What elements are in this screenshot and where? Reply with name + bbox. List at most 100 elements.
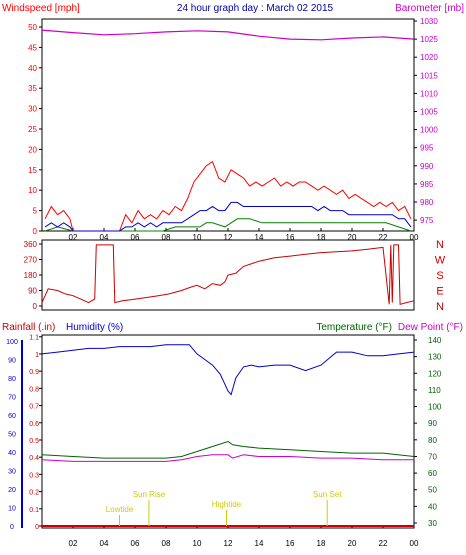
climate-xtick-label: 10 (193, 539, 202, 548)
humidity-axis-title: Humidity (%) (66, 322, 123, 333)
dewpoint-line (41, 454, 414, 462)
wind-panel-frame (41, 18, 415, 232)
rain-ytick-label: 0.8 (29, 386, 39, 393)
humidity-ytick-label: 40 (8, 450, 16, 457)
wind-xtick-label: 16 (286, 233, 295, 242)
temperature-axis-title: Temperature (°F) (316, 322, 392, 333)
direction-ytick-label: 270 (24, 256, 38, 265)
baro-axis-title: Barometer [mb] (395, 3, 464, 14)
climate-xtick-label: 18 (317, 539, 326, 548)
temp-ytick-label: 120 (428, 369, 442, 378)
wind-ytick-label: 20 (28, 145, 37, 154)
wind-xtick-label: 12 (224, 233, 233, 242)
wind-ytick-label: 35 (28, 84, 37, 93)
humidity-ytick-label: 30 (8, 469, 16, 476)
wind-ytick-label: 45 (28, 43, 37, 52)
baro-ytick-label: 995 (420, 144, 434, 153)
temp-ytick-label: 70 (428, 452, 437, 461)
rain-ytick-label: 0.9 (29, 369, 39, 376)
barometer-line (41, 29, 415, 41)
humidity-ytick-label: 50 (8, 432, 16, 439)
baro-ytick-label: 980 (420, 198, 434, 207)
climate-xtick-label: 14 (255, 539, 264, 548)
baro-ytick-label: 990 (420, 162, 434, 171)
wind-xtick-label: 02 (69, 233, 78, 242)
rain-ytick-label: 0.5 (29, 438, 39, 445)
wind-gust-line (44, 160, 412, 232)
baro-ytick-label: 985 (420, 180, 434, 189)
wind-ytick-label: 15 (28, 166, 37, 175)
rain-ytick-label: 0.1 (29, 507, 39, 514)
temp-ytick-label: 110 (428, 386, 441, 395)
temp-ytick-label: 100 (428, 403, 442, 412)
temp-ytick-label: 60 (428, 469, 437, 478)
wind-ytick-label: 40 (28, 64, 37, 73)
rain-ytick-label: 0 (35, 524, 39, 531)
wind-ytick-label: 10 (28, 186, 37, 195)
temp-ytick-label: 40 (428, 502, 437, 511)
temp-ytick-label: 80 (428, 436, 437, 445)
compass-label: E (436, 286, 443, 298)
humidity-line (41, 344, 415, 396)
wind-ytick-label: 30 (28, 105, 37, 114)
climate-xtick-label: 04 (100, 539, 109, 548)
baro-ytick-label: 1015 (420, 71, 438, 80)
humidity-ytick-label: 100 (6, 339, 18, 346)
humidity-ytick-label: 20 (8, 487, 16, 494)
humidity-ytick-label: 70 (8, 395, 16, 402)
climate-xtick-label: 22 (379, 539, 388, 548)
temp-ytick-label: 130 (428, 353, 442, 362)
baro-ytick-label: 1025 (420, 35, 438, 44)
climate-xtick-label: 06 (131, 539, 140, 548)
wind-ytick-label: 25 (28, 125, 37, 134)
climate-xtick-label: 12 (224, 539, 233, 548)
chart-title: 24 hour graph day : March 02 2015 (177, 3, 334, 14)
annotation-label: Sun Set (313, 490, 342, 499)
direction-ytick-label: 90 (28, 287, 37, 296)
annotation-label: Sun Rise (133, 490, 166, 499)
wind-xtick-label: 08 (162, 233, 171, 242)
wind-xtick-label: 20 (348, 233, 357, 242)
baro-ytick-label: 1020 (420, 53, 438, 62)
dewpoint-axis-title: Dew Point (°F) (398, 322, 463, 333)
annotation-label: Hightide (212, 500, 242, 509)
rain-ytick-label: 0.3 (29, 472, 39, 479)
rain-axis-title: Rainfall (.in) (2, 322, 55, 333)
direction-ytick-label: 0 (33, 302, 38, 311)
temp-ytick-label: 90 (428, 419, 437, 428)
compass-label: N (436, 301, 444, 313)
rain-ytick-label: 1.1 (29, 335, 39, 342)
humidity-ytick-label: 90 (8, 358, 16, 365)
rain-ytick-label: 0.4 (29, 455, 39, 462)
wind-xtick-label: 10 (193, 233, 202, 242)
temperature-line (41, 440, 415, 459)
rain-ytick-label: 1 (35, 352, 39, 359)
compass-label: N (436, 239, 444, 251)
rain-ytick-label: 0.2 (29, 490, 39, 497)
wind-direction-line (41, 244, 415, 305)
wind-xtick-label: 14 (255, 233, 264, 242)
wind-ytick-label: 0 (33, 227, 38, 236)
compass-label: W (435, 255, 446, 267)
wind-average-line (44, 201, 412, 232)
humidity-ytick-label: 10 (8, 506, 16, 513)
wind-axis-title: Windspeed [mph] (2, 3, 80, 14)
wind-xtick-label: 22 (379, 233, 388, 242)
baro-ytick-label: 1005 (420, 108, 438, 117)
wind-xtick-label: 06 (131, 233, 140, 242)
climate-xtick-label: 20 (348, 539, 357, 548)
wind-xtick-label: 00 (410, 233, 419, 242)
humidity-ytick-label: 0 (10, 524, 14, 531)
rain-ytick-label: 0.6 (29, 421, 39, 428)
wind-xtick-label: 18 (317, 233, 326, 242)
temp-ytick-label: 50 (428, 486, 437, 495)
direction-ytick-label: 180 (24, 271, 38, 280)
wind-ytick-label: 5 (33, 207, 38, 216)
climate-xtick-label: 00 (410, 539, 419, 548)
direction-ytick-label: 360 (24, 240, 38, 249)
climate-xtick-label: 02 (69, 539, 78, 548)
humidity-ytick-label: 60 (8, 413, 16, 420)
annotation-label: Lowtide (106, 505, 134, 514)
humidity-ytick-label: 80 (8, 376, 16, 383)
